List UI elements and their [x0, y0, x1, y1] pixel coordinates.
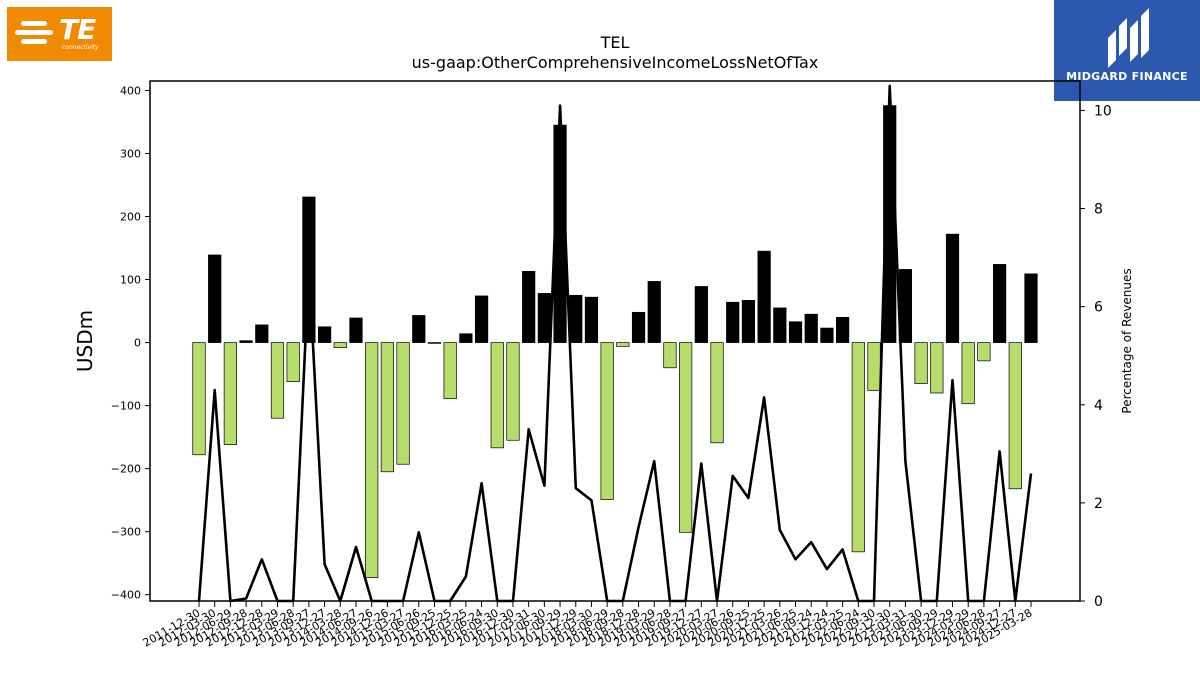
bar — [961, 342, 975, 405]
bar — [317, 326, 332, 343]
bar — [506, 342, 520, 441]
bar — [679, 342, 693, 533]
y-tick-label: 300 — [120, 147, 141, 160]
midgard-finance-logo: MIDGARD FINANCE — [1054, 0, 1200, 101]
bar — [208, 254, 222, 343]
te-logo-subtext: connectivity — [62, 44, 99, 51]
y2-tick-label: 4 — [1094, 398, 1103, 414]
y-tick-label: 100 — [120, 274, 141, 287]
y-axis-label: USDm — [73, 310, 97, 372]
y-tick-label: 0 — [134, 337, 141, 350]
logo-stripe — [21, 21, 47, 26]
bar — [804, 313, 818, 343]
y-tick-label: 400 — [120, 84, 141, 97]
bar — [773, 307, 787, 343]
bar — [474, 295, 489, 343]
bar — [286, 342, 300, 383]
bar — [459, 333, 473, 343]
bar — [427, 342, 442, 344]
bar — [788, 321, 803, 343]
y2-axis-label: Percentage of Revenues — [1120, 268, 1134, 413]
bar — [914, 342, 928, 384]
bar — [1008, 342, 1022, 490]
bar — [569, 294, 583, 343]
series-line — [197, 84, 1033, 603]
midgard-logo-text: MIDGARD FINANCE — [1066, 70, 1188, 83]
y2-tick-label: 6 — [1094, 300, 1103, 316]
y2-tick-label: 2 — [1094, 496, 1103, 512]
bar — [836, 317, 850, 343]
chart-subtitle: us-gaap:OtherComprehensiveIncomeLossNetO… — [412, 53, 819, 72]
bar — [537, 293, 551, 343]
bar — [851, 342, 865, 553]
bar — [349, 317, 363, 343]
bar — [945, 233, 960, 343]
y-tick-label: −100 — [111, 400, 141, 413]
bar — [741, 299, 756, 343]
bar — [663, 342, 677, 369]
bar — [522, 271, 536, 343]
y2-tick-label: 8 — [1094, 202, 1103, 218]
bar — [1024, 273, 1038, 343]
y2-tick-label: 0 — [1094, 594, 1103, 610]
bar — [255, 324, 269, 343]
bar — [412, 315, 426, 343]
y-tick-label: −300 — [111, 526, 141, 539]
bar — [270, 342, 285, 419]
bar — [694, 286, 708, 343]
bar — [396, 342, 410, 465]
y2-tick-label: 10 — [1094, 103, 1112, 119]
bar — [584, 296, 599, 343]
bar — [993, 264, 1007, 343]
y-tick-label: −200 — [111, 463, 141, 476]
chart-title: TEL — [600, 33, 630, 52]
bar — [239, 340, 253, 343]
bar — [977, 342, 991, 362]
bar — [380, 342, 394, 473]
plot-frame — [149, 80, 1081, 602]
bar — [867, 342, 881, 391]
bar — [443, 342, 457, 400]
te-logo-text: TE — [59, 13, 96, 46]
bar — [631, 311, 646, 343]
bar — [647, 281, 661, 343]
bar — [333, 342, 347, 348]
bar — [223, 342, 237, 446]
y-tick-label: −400 — [111, 589, 141, 602]
te-connectivity-logo: TE connectivity — [7, 7, 112, 61]
bar — [192, 342, 206, 456]
bar — [616, 342, 630, 347]
bar — [820, 327, 834, 343]
logo-stripe — [15, 30, 53, 35]
bar — [600, 342, 614, 500]
bar — [757, 250, 771, 343]
bar — [930, 342, 944, 394]
y-tick-label: 200 — [120, 211, 141, 224]
bar — [710, 342, 724, 444]
bar — [490, 342, 504, 449]
midgard-emblem-icon — [1108, 8, 1149, 68]
logo-stripe — [21, 39, 47, 44]
bar — [365, 342, 379, 579]
bar — [726, 301, 740, 343]
